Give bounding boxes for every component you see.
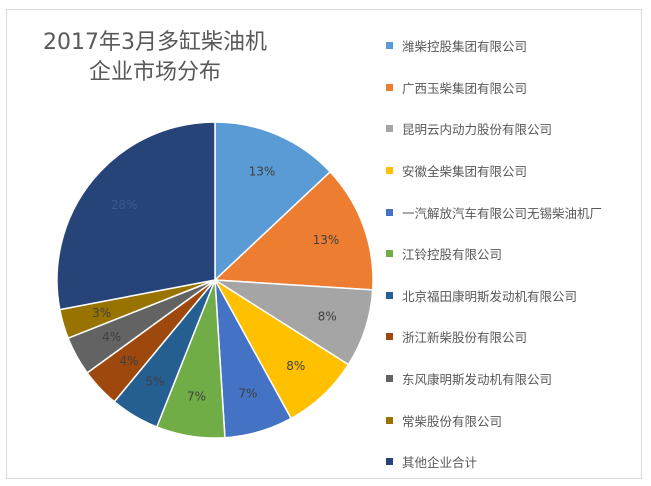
legend-item-0: 潍柴控股集团有限公司	[386, 25, 602, 67]
legend-swatch-1	[386, 83, 393, 91]
pie-slice-label-6: 5%	[145, 375, 164, 389]
legend-item-1: 广西玉柴集团有限公司	[386, 67, 602, 109]
pie-slice-label-10: 28%	[111, 198, 138, 212]
legend-label-7: 浙江新柴股份有限公司	[402, 330, 528, 346]
pie-slice-label-5: 7%	[187, 390, 206, 404]
legend-label-3: 安徽全柴集团有限公司	[402, 164, 528, 180]
legend-item-8: 东风康明斯发动机有限公司	[386, 358, 602, 400]
legend-swatch-9	[386, 416, 393, 424]
chart-title-line-2: 企业市场分布	[88, 60, 221, 85]
chart-title: 2017年3月多缸柴油机 企业市场分布	[40, 28, 270, 88]
pie-slice-label-1: 13%	[313, 233, 340, 247]
legend-item-10: 其他企业合计	[386, 441, 602, 483]
pie-slice-10	[56, 121, 216, 311]
pie-slice-0	[214, 121, 332, 282]
legend-item-7: 浙江新柴股份有限公司	[386, 316, 602, 358]
legend-label-4: 一汽解放汽车有限公司无锡柴油机厂	[402, 205, 603, 221]
legend-swatch-4	[386, 208, 393, 216]
legend-swatch-3	[386, 167, 393, 175]
legend-swatch-0	[386, 42, 393, 50]
pie-slice-1	[213, 170, 374, 291]
legend-label-6: 北京福田康明斯发动机有限公司	[402, 288, 578, 304]
pie-slice-label-2: 8%	[318, 310, 337, 324]
pie-slice-label-9: 3%	[92, 306, 111, 320]
pie-slice-label-7: 4%	[119, 354, 138, 368]
chart-title-line-1: 2017年3月多缸柴油机	[43, 30, 267, 55]
legend-swatch-2	[386, 125, 393, 133]
legend: 潍柴控股集团有限公司 广西玉柴集团有限公司昆明云内动力股份有限公司 安徽全柴集团有限…	[386, 25, 602, 483]
pie-slice-label-8: 4%	[102, 330, 121, 344]
legend-item-4: 一汽解放汽车有限公司无锡柴油机厂	[386, 191, 602, 233]
legend-swatch-10	[386, 458, 393, 466]
legend-item-9: 常柴股份有限公司	[386, 399, 602, 441]
legend-swatch-6	[386, 291, 393, 299]
legend-label-1: 广西玉柴集团有限公司	[402, 80, 528, 96]
legend-label-10: 其他企业合计	[402, 455, 478, 471]
legend-label-8: 东风康明斯发动机有限公司	[402, 372, 553, 388]
legend-label-5: 江铃控股有限公司	[402, 247, 503, 263]
pie-slice-label-4: 7%	[238, 386, 257, 400]
legend-swatch-7	[386, 333, 393, 341]
pie-slice-label-0: 13%	[249, 165, 276, 179]
legend-label-0: 潍柴控股集团有限公司	[402, 39, 528, 55]
legend-item-3: 安徽全柴集团有限公司	[386, 150, 602, 192]
legend-item-6: 北京福田康明斯发动机有限公司	[386, 275, 602, 317]
legend-swatch-8	[386, 375, 393, 383]
legend-label-9: 常柴股份有限公司	[402, 413, 503, 429]
pie-slice-label-3: 8%	[286, 359, 305, 373]
legend-label-2: 昆明云内动力股份有限公司	[402, 122, 553, 138]
legend-swatch-5	[386, 250, 393, 258]
legend-item-2: 昆明云内动力股份有限公司	[386, 108, 602, 150]
legend-item-5: 江铃控股有限公司	[386, 233, 602, 275]
